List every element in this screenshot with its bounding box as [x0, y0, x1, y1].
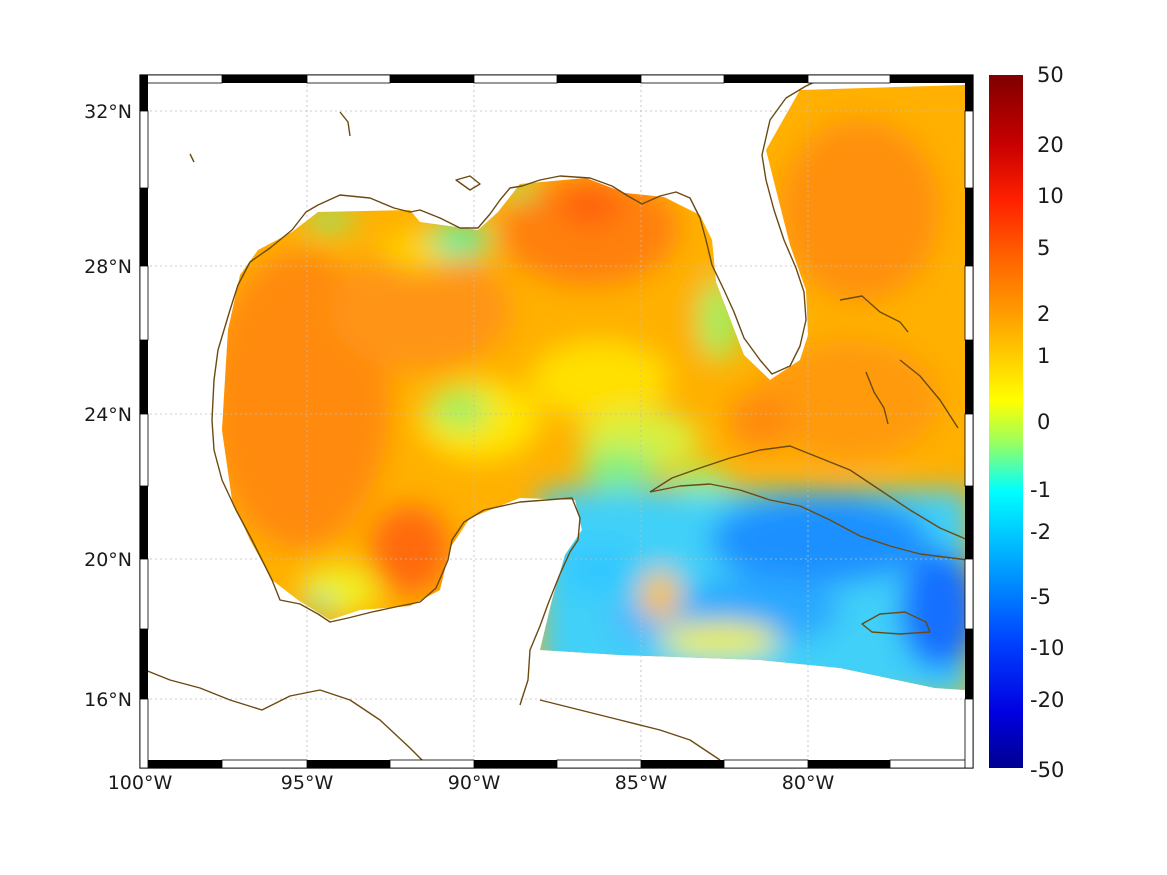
coastline — [140, 75, 969, 768]
colorbar-label-neg20: -20 — [1030, 688, 1064, 712]
colorbar-label-neg1: -1 — [1030, 478, 1051, 502]
longitude-axis: 100°W 95°W 90°W 85°W 80°W — [108, 772, 835, 794]
lat-label-20n: 20°N — [84, 549, 132, 571]
colorbar-label-10: 10 — [1037, 184, 1064, 208]
colorbar: 50 20 10 5 2 1 0 -1 -2 -5 -10 -20 -50 — [989, 63, 1064, 782]
colorbar-label-2: 2 — [1037, 302, 1050, 326]
colorbar-label-0: 0 — [1037, 410, 1050, 434]
colorbar-label-neg10: -10 — [1030, 636, 1064, 660]
lat-label-32n: 32°N — [84, 101, 132, 123]
colorbar-label-neg5: -5 — [1030, 585, 1051, 609]
colorbar-label-1: 1 — [1037, 344, 1050, 368]
colorbar-label-neg2: -2 — [1030, 520, 1051, 544]
lon-label-100w: 100°W — [108, 772, 173, 794]
lon-label-80w: 80°W — [782, 772, 835, 794]
lat-label-16n: 16°N — [84, 689, 132, 711]
lat-label-24n: 24°N — [84, 404, 132, 426]
map-border-checker — [139, 74, 974, 769]
lon-label-95w: 95°W — [281, 772, 334, 794]
colorbar-gradient — [989, 75, 1023, 768]
lon-label-85w: 85°W — [615, 772, 668, 794]
lat-label-28n: 28°N — [84, 256, 132, 278]
colorbar-label-5: 5 — [1037, 236, 1050, 260]
graticule — [140, 75, 973, 768]
latitude-axis: 32°N 28°N 24°N 20°N 16°N — [84, 101, 132, 711]
colorbar-label-20: 20 — [1037, 133, 1064, 157]
colorbar-label-50: 50 — [1037, 63, 1064, 87]
colorbar-label-neg50: -50 — [1030, 758, 1064, 782]
lon-label-90w: 90°W — [448, 772, 501, 794]
